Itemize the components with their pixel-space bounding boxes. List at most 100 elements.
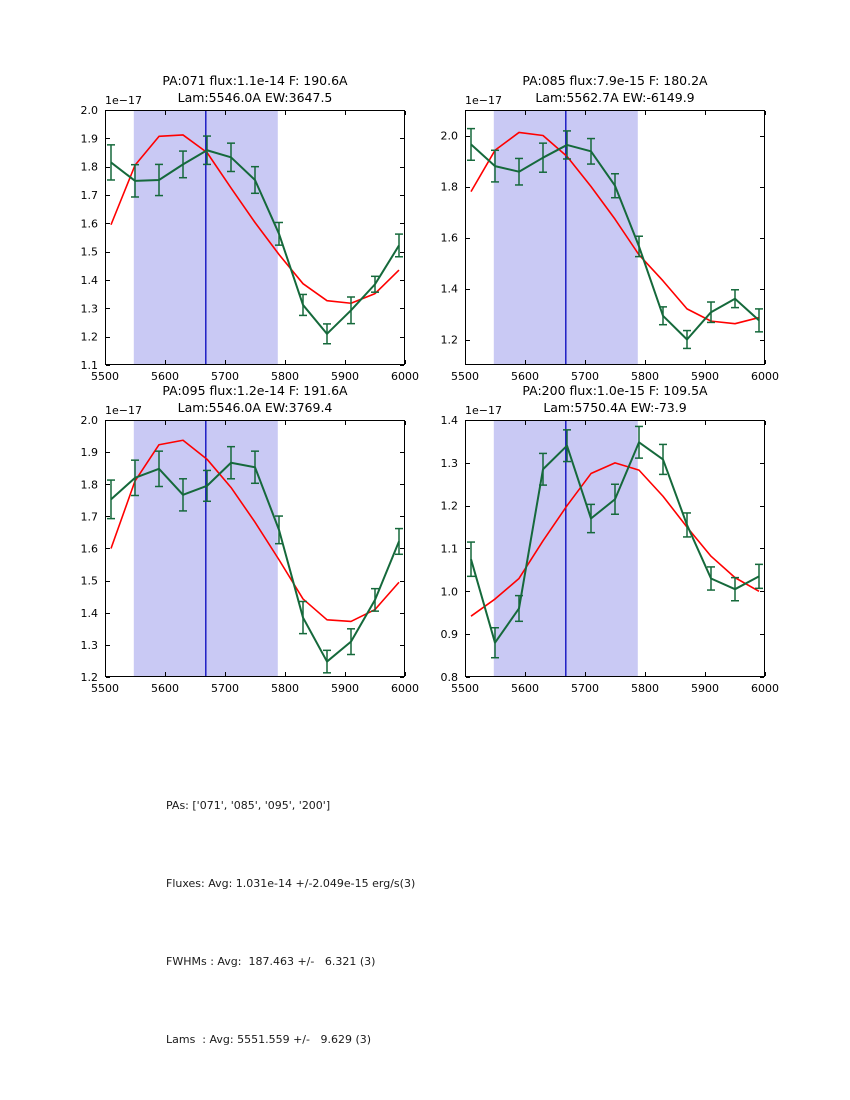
y-tick-label: 1.2: [441, 500, 459, 513]
y-tick-label: 1.3: [81, 302, 99, 315]
y-tick-label: 2.0: [81, 414, 99, 427]
subplot-title-line1: PA:200 flux:1.0e-15 F: 109.5A: [522, 383, 708, 398]
x-tick-label: 5600: [151, 370, 179, 383]
y-axis-offset-label: 1e−17: [465, 404, 502, 417]
x-tick-label: 5700: [211, 370, 239, 383]
model-fit-line: [470, 462, 760, 617]
x-tick-label: 5800: [271, 682, 299, 695]
x-tick-label: 5800: [271, 370, 299, 383]
axes-frame: [465, 110, 765, 365]
y-tick-label: 1.2: [81, 331, 99, 344]
subplot-pa-200: PA:200 flux:1.0e-15 F: 109.5A Lam:5750.4…: [441, 383, 780, 695]
y-tick-label: 1.4: [81, 607, 99, 620]
chart-canvas: 5500 5600 5700 5800 5900 6000 1.2 1.4 1.6 1.8 2.0 1…: [441, 94, 780, 383]
y-tick-label: 1.1: [441, 543, 459, 556]
x-tick-label: 6000: [751, 682, 779, 695]
x-tick-label: 5700: [571, 682, 599, 695]
subplot-title: PA:071 flux:1.1e-14 F: 190.6A Lam:5546.0…: [65, 72, 445, 106]
x-tick-label: 5500: [91, 370, 119, 383]
y-axis-offset-label: 1e−17: [465, 94, 502, 107]
x-tick-label: 5800: [631, 370, 659, 383]
y-tick-label: 1.0: [441, 585, 459, 598]
x-tick-label: 5700: [571, 370, 599, 383]
y-tick-label: 2.0: [81, 104, 99, 117]
x-tick-label: 5700: [211, 682, 239, 695]
data-line: [470, 143, 760, 341]
x-tick-label: 5600: [511, 370, 539, 383]
y-tick-label: 1.6: [81, 543, 99, 556]
subplot-title: PA:085 flux:7.9e-15 F: 180.2A Lam:5562.7…: [425, 72, 805, 106]
x-tick-label: 5900: [691, 682, 719, 695]
data-line: [470, 441, 760, 644]
x-tick-label: 5900: [331, 682, 359, 695]
y-tick-label: 2.0: [441, 130, 459, 143]
y-tick-label: 1.4: [81, 274, 99, 287]
summary-line-fluxes: Fluxes: Avg: 1.031e-14 +/-2.049e-15 erg/…: [166, 877, 416, 890]
subplot-pa-071: PA:071 flux:1.1e-14 F: 190.6A Lam:5546.0…: [81, 73, 420, 383]
x-tick-label: 5900: [331, 370, 359, 383]
subplot-title-line1: PA:095 flux:1.2e-14 F: 191.6A: [162, 383, 348, 398]
axes-frame: [465, 420, 765, 677]
x-tick-label: 5600: [151, 682, 179, 695]
axes-frame: [105, 110, 405, 365]
y-tick-label: 1.9: [81, 446, 99, 459]
chart-canvas: 5500 5600 5700 5800 5900 6000 0.8 0.9 1.0 1.1 1.2 1…: [441, 404, 780, 695]
y-axis-offset-label: 1e−17: [105, 404, 142, 417]
y-tick-label: 1.8: [441, 181, 459, 194]
data-line: [110, 149, 400, 335]
subplot-title-line1: PA:085 flux:7.9e-15 F: 180.2A: [522, 73, 708, 88]
x-tick-label: 5500: [451, 370, 479, 383]
y-tick-label: 0.8: [441, 671, 459, 684]
chart-canvas: 5500 5600 5700 5800 5900 6000 1.2 1.3 1.4 1.5 1.6 1…: [81, 404, 420, 695]
x-tick-label: 6000: [391, 370, 419, 383]
subplot-title: PA:095 flux:1.2e-14 F: 191.6A Lam:5546.0…: [65, 382, 445, 416]
x-tick-label: 5900: [691, 370, 719, 383]
x-tick-label: 6000: [751, 370, 779, 383]
y-tick-label: 1.3: [81, 639, 99, 652]
summary-line-lams: Lams : Avg: 5551.559 +/- 9.629 (3): [166, 1033, 372, 1046]
y-tick-label: 1.5: [81, 575, 99, 588]
x-tick-label: 5500: [451, 682, 479, 695]
y-tick-label: 1.8: [81, 161, 99, 174]
chart-canvas: 5500 5600 5700 5800 5900 6000 1.1 1.2 1.3 1.4 1.5 1…: [81, 94, 420, 383]
subplot-pa-095: PA:095 flux:1.2e-14 F: 191.6A Lam:5546.0…: [81, 383, 420, 695]
axes-frame: [105, 420, 405, 677]
y-tick-label: 1.3: [441, 457, 459, 470]
y-tick-label: 1.4: [441, 414, 459, 427]
subplot-title-line2: Lam:5562.7A EW:-6149.9: [535, 90, 695, 105]
subplot-title-line1: PA:071 flux:1.1e-14 F: 190.6A: [162, 73, 348, 88]
subplot-pa-085: PA:085 flux:7.9e-15 F: 180.2A Lam:5562.7…: [441, 73, 780, 383]
subplot-title-line2: Lam:5546.0A EW:3647.5: [177, 90, 333, 105]
x-tick-label: 6000: [391, 682, 419, 695]
y-tick-label: 1.6: [441, 232, 459, 245]
y-tick-label: 1.4: [441, 283, 459, 296]
model-fit-line: [110, 439, 400, 623]
x-tick-label: 5600: [511, 682, 539, 695]
x-tick-label: 5500: [91, 682, 119, 695]
y-tick-label: 1.2: [441, 334, 459, 347]
y-tick-label: 1.7: [81, 510, 99, 523]
subplot-title-line2: Lam:5750.4A EW:-73.9: [543, 400, 687, 415]
data-errorbars: [107, 445, 403, 674]
subplot-title: PA:200 flux:1.0e-15 F: 109.5A Lam:5750.4…: [425, 382, 805, 416]
axis-ticks: [465, 420, 766, 678]
x-tick-label: 5800: [631, 682, 659, 695]
y-tick-label: 1.2: [81, 671, 99, 684]
data-line: [110, 461, 400, 663]
axis-ticks: [105, 110, 406, 366]
summary-block: PAs: ['071', '085', '095', '200'] Fluxes…: [166, 741, 415, 1100]
y-tick-label: 1.8: [81, 478, 99, 491]
y-tick-label: 0.9: [441, 628, 459, 641]
subplot-title-line2: Lam:5546.0A EW:3769.4: [177, 400, 333, 415]
y-axis-offset-label: 1e−17: [105, 94, 142, 107]
axis-ticks: [465, 111, 766, 364]
summary-line-pas: PAs: ['071', '085', '095', '200']: [166, 799, 331, 812]
axis-ticks: [105, 420, 406, 678]
y-tick-label: 1.1: [81, 359, 99, 372]
summary-line-fwhms: FWHMs : Avg: 187.463 +/- 6.321 (3): [166, 955, 376, 968]
y-tick-label: 1.6: [81, 217, 99, 230]
y-tick-label: 1.7: [81, 189, 99, 202]
y-tick-label: 1.5: [81, 246, 99, 259]
y-tick-label: 1.9: [81, 132, 99, 145]
